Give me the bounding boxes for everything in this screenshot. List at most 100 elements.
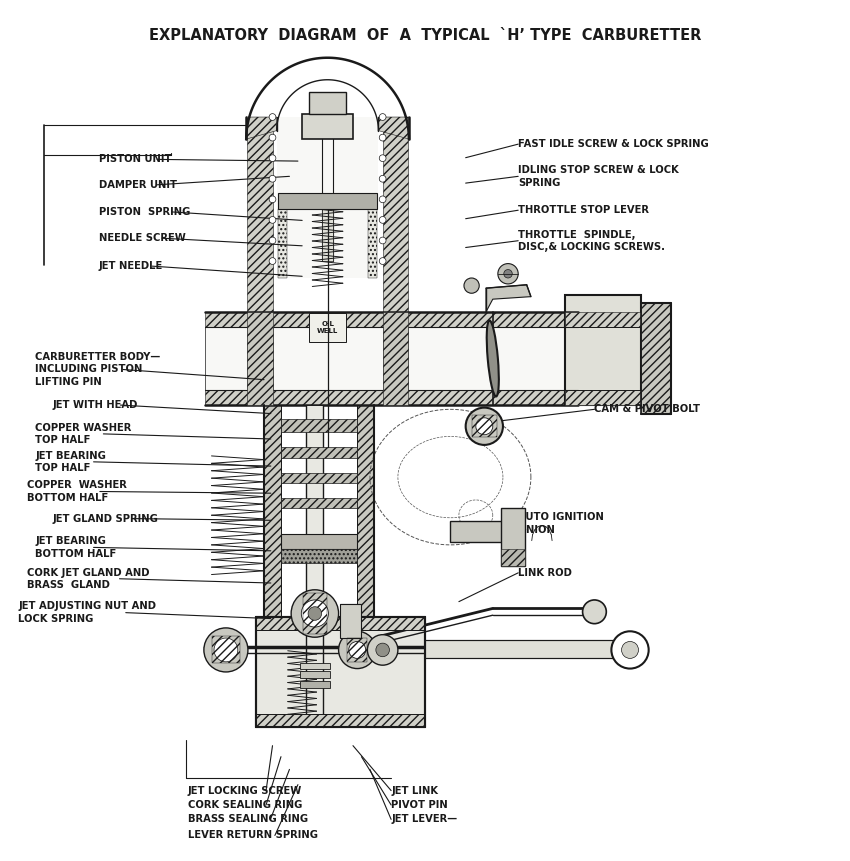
Polygon shape — [502, 549, 525, 566]
Circle shape — [379, 216, 386, 223]
Bar — [309, 313, 346, 343]
Bar — [299, 681, 330, 688]
Circle shape — [367, 635, 398, 666]
Polygon shape — [281, 549, 357, 563]
Circle shape — [376, 643, 389, 657]
Text: AUTO IGNITION
UNION: AUTO IGNITION UNION — [518, 512, 604, 535]
Polygon shape — [281, 419, 357, 432]
Text: LINK ROD: LINK ROD — [518, 568, 572, 578]
Polygon shape — [368, 208, 377, 278]
Circle shape — [379, 134, 386, 141]
Bar — [302, 114, 353, 139]
Polygon shape — [382, 312, 408, 405]
Circle shape — [348, 641, 366, 659]
Text: CARBURETTER BODY—
INCLUDING PISTON
LIFTING PIN: CARBURETTER BODY— INCLUDING PISTON LIFTI… — [36, 352, 161, 387]
Polygon shape — [205, 312, 577, 327]
Text: JET BEARING
TOP HALF: JET BEARING TOP HALF — [36, 450, 106, 473]
Polygon shape — [281, 499, 357, 509]
Bar — [309, 92, 346, 114]
Text: PISTON  SPRING: PISTON SPRING — [99, 207, 190, 217]
Circle shape — [269, 134, 276, 141]
Polygon shape — [279, 208, 287, 278]
Polygon shape — [247, 117, 273, 405]
Bar — [450, 521, 510, 542]
Bar — [340, 604, 361, 638]
Polygon shape — [357, 405, 374, 625]
Text: JET WITH HEAD: JET WITH HEAD — [52, 400, 138, 410]
Circle shape — [464, 278, 479, 294]
Text: COPPER WASHER
TOP HALF: COPPER WASHER TOP HALF — [36, 423, 132, 445]
Polygon shape — [256, 616, 425, 629]
Circle shape — [269, 155, 276, 162]
Text: CORK SEALING RING: CORK SEALING RING — [188, 800, 302, 810]
Polygon shape — [382, 117, 408, 405]
Circle shape — [379, 176, 386, 183]
Text: THROTTLE  SPINDLE,
DISC,& LOCKING SCREWS.: THROTTLE SPINDLE, DISC,& LOCKING SCREWS. — [518, 230, 666, 252]
Text: THROTTLE STOP LEVER: THROTTLE STOP LEVER — [518, 205, 649, 215]
Circle shape — [301, 600, 328, 627]
Polygon shape — [264, 405, 281, 625]
Polygon shape — [281, 473, 357, 483]
Circle shape — [379, 155, 386, 162]
Text: OIL
WELL: OIL WELL — [317, 320, 338, 334]
Text: LEVER RETURN SPRING: LEVER RETURN SPRING — [188, 831, 318, 840]
Polygon shape — [378, 117, 409, 139]
Bar — [277, 117, 378, 278]
Circle shape — [379, 237, 386, 244]
Text: JET LINK: JET LINK — [391, 785, 438, 796]
Circle shape — [611, 631, 649, 669]
Text: JET NEEDLE: JET NEEDLE — [99, 261, 163, 271]
Bar — [306, 405, 323, 727]
Text: PIVOT PIN: PIVOT PIN — [391, 800, 448, 810]
Bar — [279, 193, 377, 208]
Bar — [256, 616, 425, 727]
Text: CORK JET GLAND AND
BRASS  GLAND: CORK JET GLAND AND BRASS GLAND — [27, 567, 150, 590]
Text: IDLING STOP SCREW & LOCK
SPRING: IDLING STOP SCREW & LOCK SPRING — [518, 165, 679, 188]
Circle shape — [582, 600, 606, 623]
Circle shape — [379, 196, 386, 202]
Polygon shape — [247, 312, 273, 405]
Text: NEEDLE SCREW: NEEDLE SCREW — [99, 233, 185, 243]
Circle shape — [269, 257, 276, 264]
Bar — [299, 663, 330, 669]
Text: JET ADJUSTING NUT AND
LOCK SPRING: JET ADJUSTING NUT AND LOCK SPRING — [19, 602, 156, 624]
Circle shape — [269, 216, 276, 223]
Text: JET GLAND SPRING: JET GLAND SPRING — [52, 514, 158, 523]
Text: FAST IDLE SCREW & LOCK SPRING: FAST IDLE SCREW & LOCK SPRING — [518, 139, 709, 149]
Ellipse shape — [487, 320, 499, 396]
Circle shape — [269, 196, 276, 202]
Text: COPPER  WASHER
BOTTOM HALF: COPPER WASHER BOTTOM HALF — [27, 480, 127, 503]
Polygon shape — [256, 715, 425, 727]
Circle shape — [204, 628, 248, 672]
Bar — [502, 509, 525, 566]
Circle shape — [269, 114, 276, 121]
Circle shape — [292, 590, 338, 637]
Polygon shape — [281, 448, 357, 457]
Text: JET BEARING
BOTTOM HALF: JET BEARING BOTTOM HALF — [36, 536, 116, 559]
Circle shape — [504, 269, 513, 278]
Text: CAM & PIVOT BOLT: CAM & PIVOT BOLT — [594, 405, 700, 414]
Circle shape — [269, 237, 276, 244]
Circle shape — [214, 638, 238, 662]
Polygon shape — [281, 534, 357, 549]
Polygon shape — [246, 117, 277, 139]
Circle shape — [498, 263, 518, 284]
Bar — [564, 295, 641, 405]
Circle shape — [476, 418, 493, 435]
Circle shape — [269, 176, 276, 183]
Text: JET LEVER—: JET LEVER— — [391, 815, 457, 824]
Circle shape — [379, 257, 386, 264]
Polygon shape — [205, 390, 577, 405]
Polygon shape — [564, 390, 641, 405]
Circle shape — [466, 407, 503, 445]
Bar — [322, 201, 332, 261]
Polygon shape — [641, 303, 671, 413]
Bar — [205, 327, 577, 390]
Circle shape — [308, 607, 321, 620]
Text: DAMPER UNIT: DAMPER UNIT — [99, 180, 177, 189]
Text: EXPLANATORY  DIAGRAM  OF  A  TYPICAL  `H’ TYPE  CARBURETTER: EXPLANATORY DIAGRAM OF A TYPICAL `H’ TYP… — [149, 28, 701, 43]
Bar — [299, 671, 330, 678]
Text: BRASS SEALING RING: BRASS SEALING RING — [188, 815, 308, 824]
Circle shape — [379, 114, 386, 121]
Text: PISTON UNIT: PISTON UNIT — [99, 154, 172, 164]
